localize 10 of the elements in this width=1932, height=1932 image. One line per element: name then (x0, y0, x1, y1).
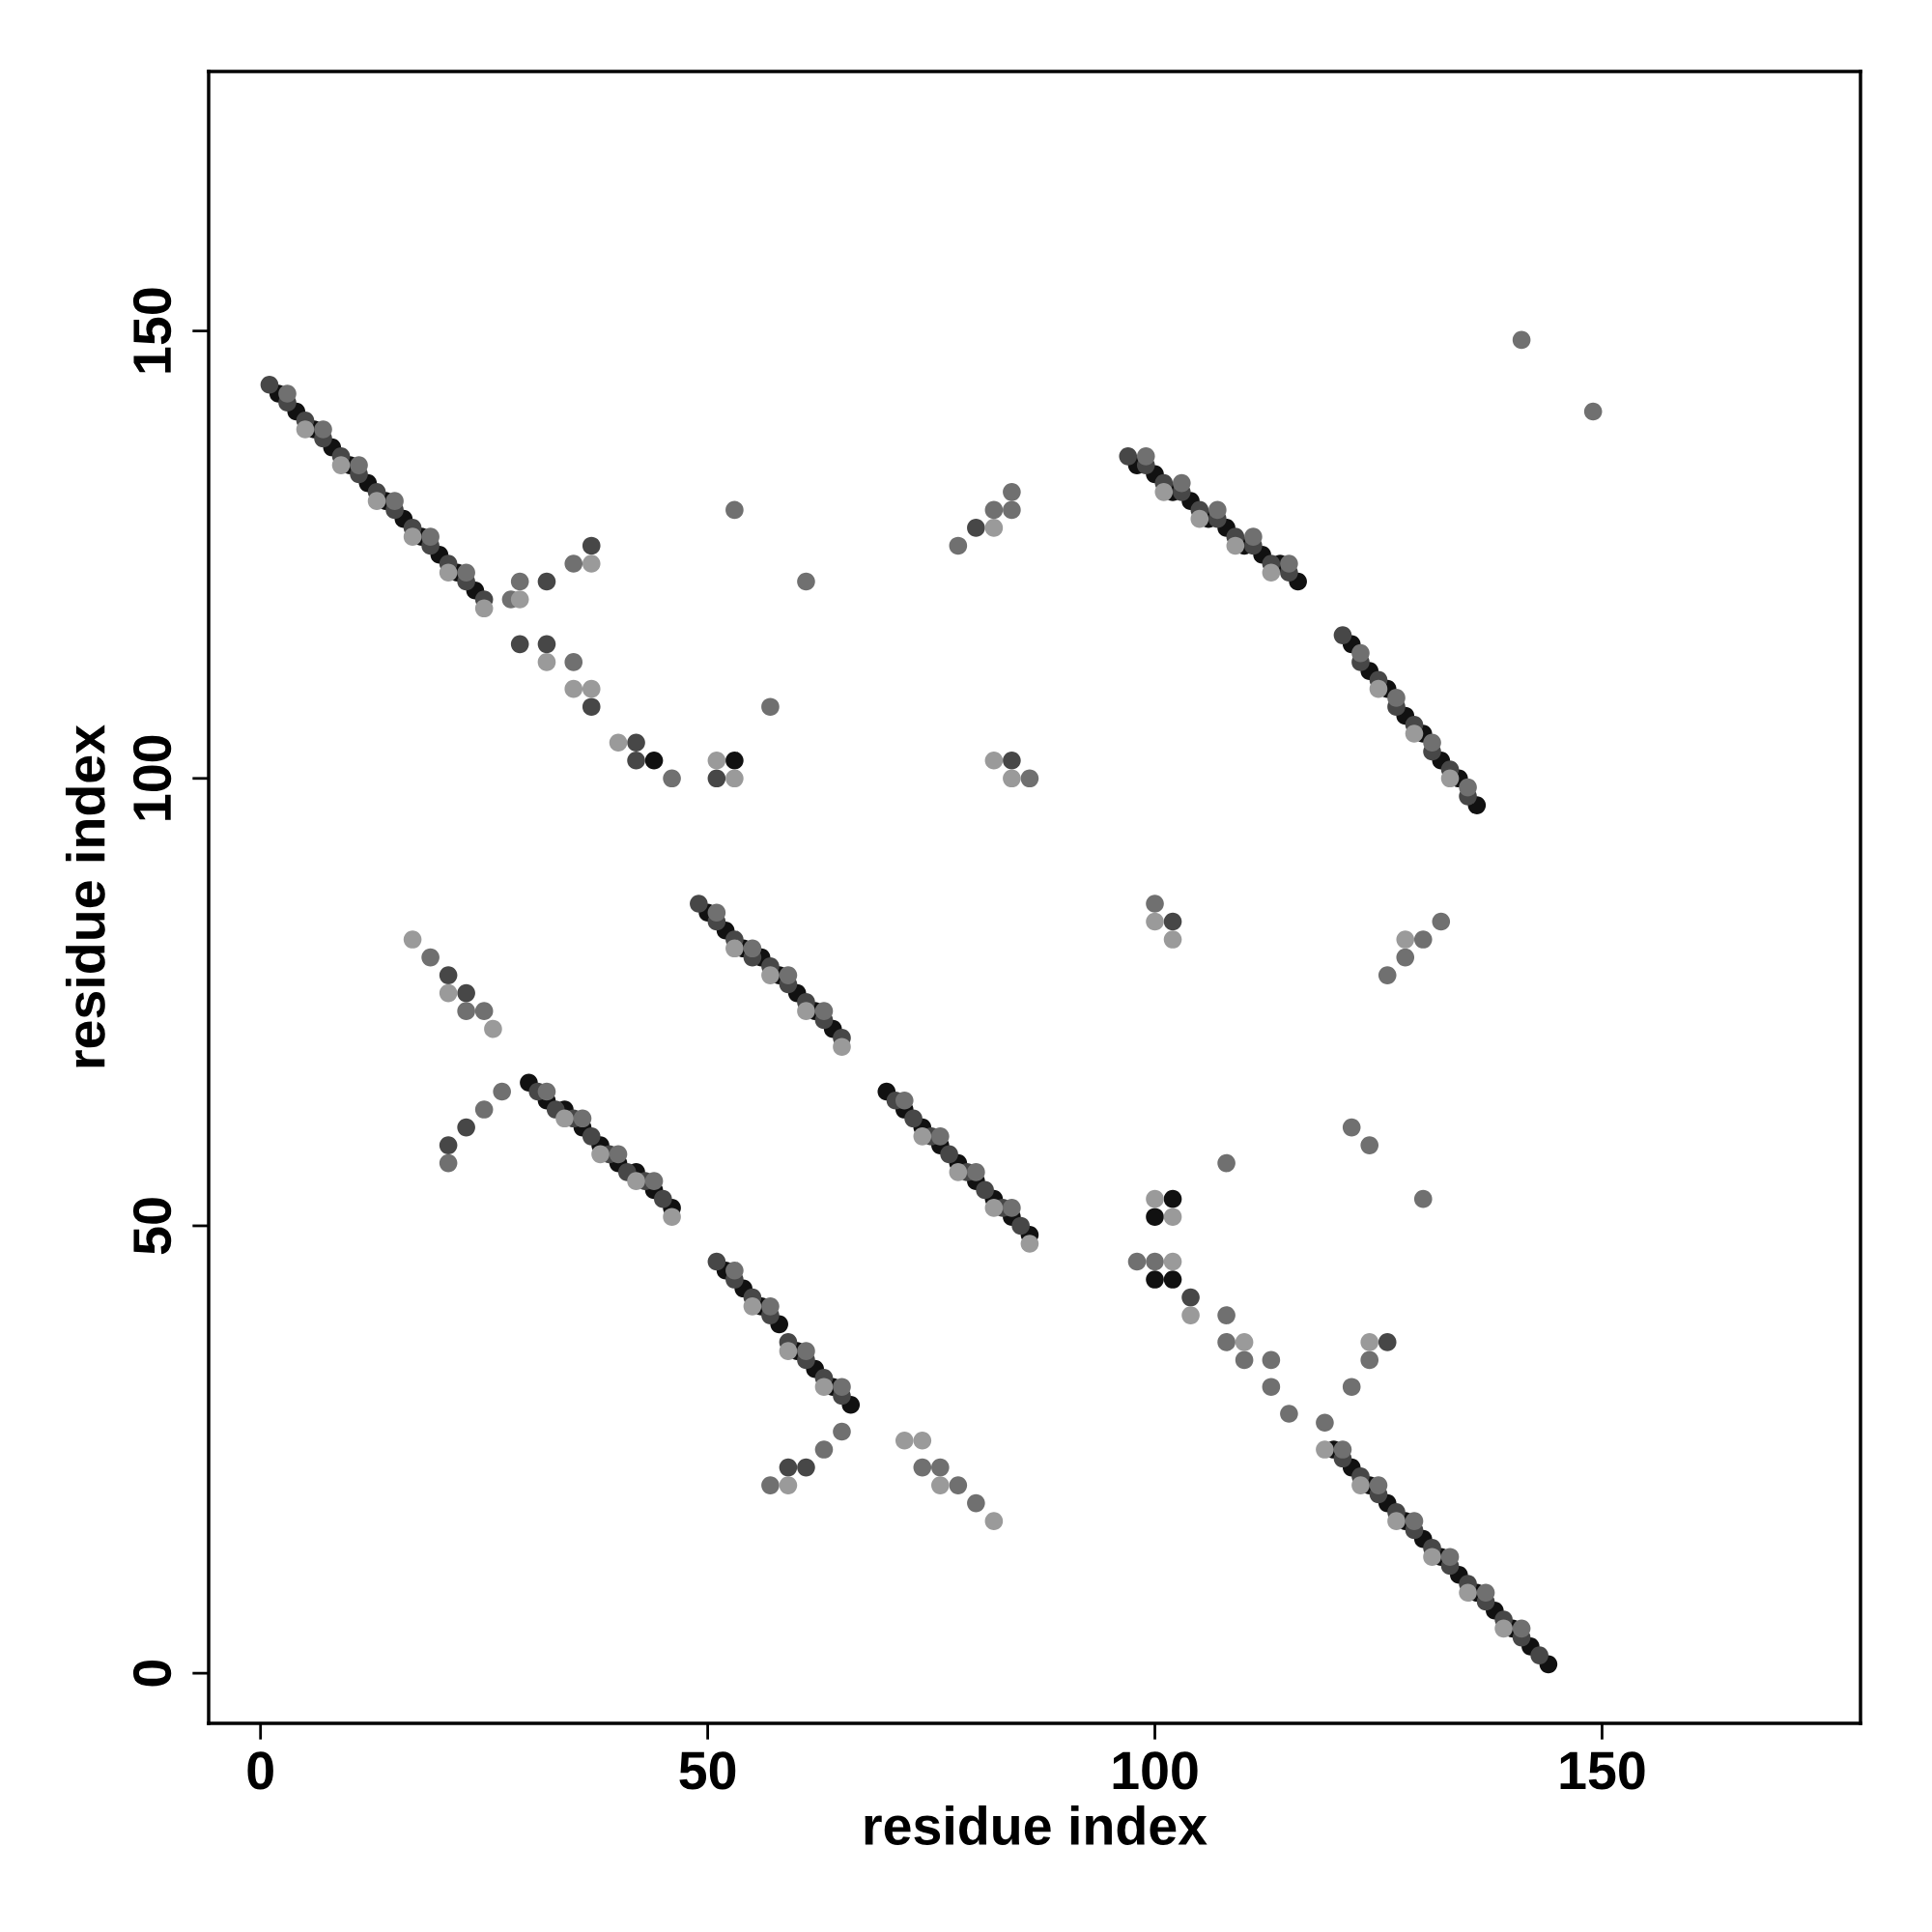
x-tick-label: 100 (1113, 1751, 1198, 1790)
x-tick-label: 50 (679, 1751, 736, 1790)
y-tick-label: 0 (132, 1660, 172, 1687)
x-tick-label: 0 (247, 1751, 273, 1790)
y-tick-label: 100 (132, 735, 172, 820)
y-tick-label: 50 (132, 1198, 172, 1255)
y-axis-title: residue index (65, 724, 105, 1067)
x-tick-label: 150 (1560, 1751, 1645, 1790)
y-tick-label: 150 (132, 288, 172, 373)
x-axis-title: residue index (865, 1805, 1208, 1845)
